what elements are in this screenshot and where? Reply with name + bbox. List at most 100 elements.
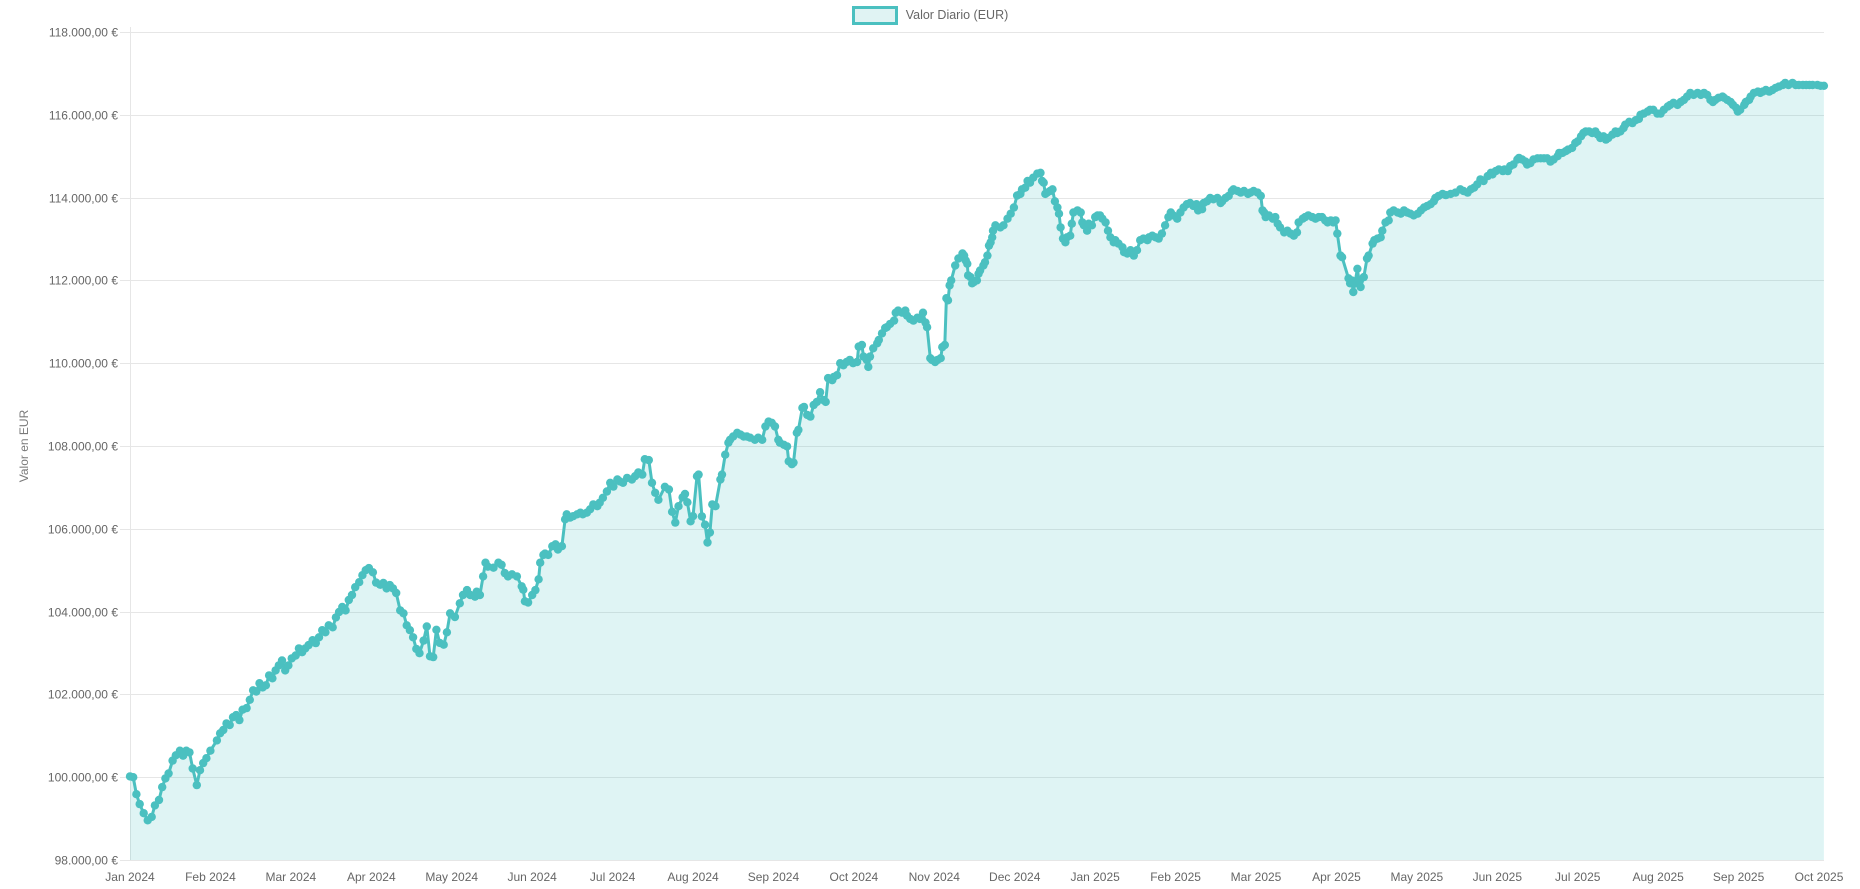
data-point-marker[interactable] (135, 799, 144, 809)
data-point-marker[interactable] (206, 746, 215, 755)
data-point-marker[interactable] (531, 585, 540, 595)
data-point-marker[interactable] (192, 780, 201, 790)
data-point-marker[interactable] (188, 764, 197, 773)
data-point-marker[interactable] (1353, 264, 1362, 273)
data-point-marker[interactable] (664, 485, 674, 494)
data-point-marker[interactable] (557, 542, 567, 551)
data-point-marker[interactable] (195, 766, 205, 775)
data-point-marker[interactable] (874, 335, 883, 345)
data-point-marker[interactable] (225, 720, 234, 730)
data-point-marker[interactable] (158, 782, 167, 792)
data-point-marker[interactable] (694, 470, 703, 479)
data-point-marker[interactable] (1356, 282, 1365, 292)
data-point-marker[interactable] (347, 590, 357, 600)
data-point-marker[interactable] (368, 568, 378, 577)
data-point-marker[interactable] (1054, 209, 1064, 218)
data-point-marker[interactable] (245, 695, 254, 704)
data-point-marker[interactable] (988, 233, 997, 242)
data-point-markers[interactable] (125, 78, 1829, 825)
data-point-marker[interactable] (450, 612, 460, 622)
data-point-marker[interactable] (697, 512, 707, 521)
data-point-marker[interactable] (328, 623, 337, 632)
data-point-marker[interactable] (609, 482, 618, 491)
data-point-marker[interactable] (478, 572, 488, 581)
data-point-marker[interactable] (864, 362, 873, 372)
data-point-marker[interactable] (1378, 226, 1387, 235)
data-point-marker[interactable] (980, 258, 990, 267)
data-point-marker[interactable] (415, 649, 424, 658)
data-point-marker[interactable] (439, 640, 448, 649)
data-point-marker[interactable] (235, 715, 244, 725)
data-point-marker[interactable] (1056, 223, 1065, 232)
data-point-marker[interactable] (857, 340, 867, 350)
data-point-marker[interactable] (951, 261, 960, 270)
data-point-marker[interactable] (1157, 229, 1167, 238)
data-point-marker[interactable] (667, 507, 677, 516)
data-point-marker[interactable] (770, 422, 780, 431)
data-point-marker[interactable] (544, 550, 553, 560)
data-point-marker[interactable] (291, 651, 300, 660)
legend-item-valor-diario[interactable]: Valor Diario (EUR) (851, 6, 1008, 25)
data-point-marker[interactable] (812, 397, 822, 407)
data-point-marker[interactable] (497, 560, 506, 569)
data-point-marker[interactable] (782, 442, 792, 451)
data-point-marker[interactable] (1048, 185, 1057, 194)
data-point-marker[interactable] (139, 809, 148, 818)
data-point-marker[interactable] (1082, 226, 1092, 235)
data-point-marker[interactable] (1256, 191, 1266, 201)
data-point-marker[interactable] (422, 622, 431, 631)
data-point-marker[interactable] (442, 628, 452, 637)
data-point-marker[interactable] (821, 397, 830, 407)
data-point-marker[interactable] (638, 470, 647, 479)
data-point-marker[interactable] (758, 435, 767, 444)
data-point-marker[interactable] (219, 725, 228, 735)
data-point-marker[interactable] (799, 402, 809, 412)
data-point-marker[interactable] (1006, 209, 1015, 218)
data-point-marker[interactable] (717, 470, 727, 479)
data-point-marker[interactable] (475, 590, 485, 600)
data-point-marker[interactable] (523, 598, 533, 607)
data-point-marker[interactable] (399, 609, 408, 618)
data-point-marker[interactable] (1271, 212, 1280, 222)
data-point-marker[interactable] (1067, 219, 1077, 228)
data-point-marker[interactable] (242, 703, 251, 713)
data-point-marker[interactable] (1333, 229, 1342, 238)
data-point-marker[interactable] (536, 558, 545, 567)
data-point-marker[interactable] (711, 502, 720, 511)
data-point-marker[interactable] (252, 687, 261, 696)
data-point-marker[interactable] (419, 636, 428, 645)
data-point-marker[interactable] (1359, 272, 1369, 282)
data-point-marker[interactable] (154, 795, 164, 805)
data-point-marker[interactable] (129, 773, 138, 782)
data-point-marker[interactable] (1384, 216, 1393, 225)
data-point-marker[interactable] (602, 487, 612, 496)
data-point-marker[interactable] (455, 599, 464, 608)
data-point-marker[interactable] (889, 316, 899, 325)
data-point-marker[interactable] (1160, 221, 1170, 230)
data-point-marker[interactable] (519, 585, 528, 594)
data-point-marker[interactable] (654, 495, 663, 504)
data-point-marker[interactable] (405, 626, 415, 635)
data-point-marker[interactable] (674, 502, 683, 511)
data-point-marker[interactable] (647, 478, 657, 487)
data-point-marker[interactable] (132, 790, 141, 799)
data-point-marker[interactable] (806, 412, 815, 421)
data-point-marker[interactable] (865, 352, 875, 361)
data-point-marker[interactable] (1292, 228, 1302, 237)
data-point-marker[interactable] (268, 674, 277, 683)
data-point-marker[interactable] (1087, 221, 1097, 230)
data-point-marker[interactable] (680, 489, 690, 499)
data-point-marker[interactable] (164, 769, 173, 778)
data-point-marker[interactable] (1103, 226, 1113, 235)
data-point-marker[interactable] (940, 340, 949, 350)
data-point-marker[interactable] (671, 518, 680, 527)
data-point-marker[interactable] (598, 493, 608, 502)
data-point-marker[interactable] (1364, 251, 1373, 260)
data-point-marker[interactable] (688, 512, 698, 521)
data-point-marker[interactable] (644, 455, 653, 465)
data-point-marker[interactable] (277, 656, 287, 665)
data-point-marker[interactable] (972, 276, 982, 285)
data-point-marker[interactable] (922, 323, 932, 332)
data-point-marker[interactable] (355, 578, 364, 587)
